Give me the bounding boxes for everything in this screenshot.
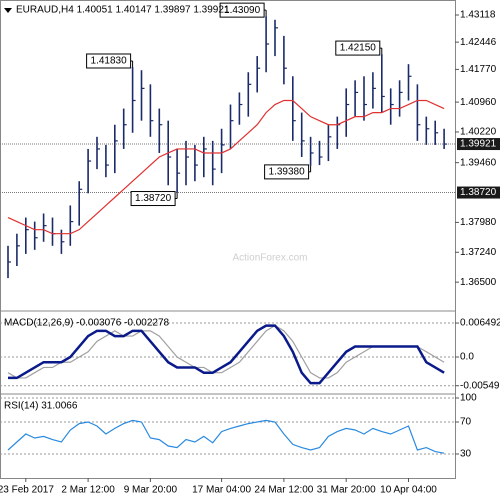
y-tick-label: 0.0: [460, 352, 474, 363]
level-label: 1.39921: [460, 139, 497, 150]
y-tick-label: 1.43118: [460, 10, 496, 21]
y-tick-label: 1.39460: [460, 157, 497, 168]
annotation-box: [130, 191, 176, 207]
level-box: [457, 138, 500, 151]
annotation-label: 1.43090: [224, 5, 261, 16]
series-line: [7, 99, 445, 235]
annotation-label: 1.42150: [340, 43, 377, 54]
y-tick-label: 1.40220: [460, 127, 497, 138]
annotation-box: [86, 53, 132, 69]
y-tick-label: 0.006492: [460, 318, 500, 329]
y-tick-label: 1.42446: [460, 37, 497, 48]
plot-frame: [0, 0, 456, 479]
y-tick-label: 100: [460, 393, 477, 404]
panel-title: EURAUD,H4 1.40051 1.40147 1.39897 1.3992…: [16, 5, 230, 16]
x-tick-label: 2 Mar 12:00: [61, 485, 115, 496]
annotation-label: 1.41830: [91, 56, 128, 67]
x-tick-label: 31 Mar 20:00: [317, 485, 376, 496]
annotation-label: 1.39380: [269, 167, 306, 178]
y-tick-label: 1.40960: [460, 97, 497, 108]
annotation-box: [335, 40, 381, 56]
y-tick-label: 70: [460, 417, 472, 428]
y-tick-label: 1.41770: [460, 64, 497, 75]
x-tick-label: 24 Mar 12:00: [254, 485, 313, 496]
annotation-label: 1.38720: [135, 193, 172, 204]
series-line: [8, 324, 445, 385]
x-tick-label: 17 Mar 04:00: [192, 485, 251, 496]
annotation-box: [219, 2, 265, 18]
x-tick-label: 23 Feb 2017: [0, 485, 54, 496]
y-tick-label: 30: [460, 449, 472, 460]
panel-title: MACD(12,26,9) -0.003076 -0.002278: [4, 318, 170, 329]
x-tick-label: 10 Apr 04:00: [380, 485, 437, 496]
level-box: [457, 186, 500, 199]
level-label: 1.38720: [460, 187, 497, 198]
annotation-box: [264, 164, 310, 180]
y-tick-label: 1.37980: [460, 217, 497, 228]
watermark: ActionForex.com: [232, 253, 307, 264]
y-tick-label: 1.36500: [460, 277, 497, 288]
panel-title: RSI(14) 31.0066: [4, 401, 78, 412]
title-marker: [4, 8, 12, 13]
y-tick-label: -0.005492: [460, 380, 500, 391]
series-line: [7, 419, 445, 454]
x-tick-label: 9 Mar 20:00: [124, 485, 178, 496]
y-tick-label: 1.37240: [460, 247, 497, 258]
